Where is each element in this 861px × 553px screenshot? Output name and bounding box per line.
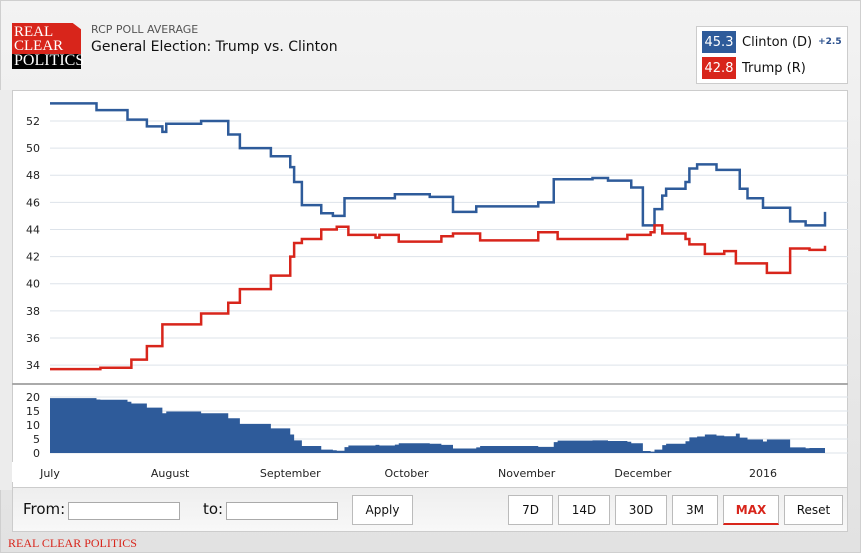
- from-label: From:: [23, 500, 66, 518]
- logo-word: POLITICS: [12, 52, 85, 69]
- spread-y-tick-label: 20: [26, 391, 40, 404]
- clinton-label: Clinton (D): [742, 34, 813, 50]
- to-label: to:: [203, 500, 224, 518]
- y-tick-label: 34: [26, 359, 40, 372]
- spread-y-tick-label: 5: [33, 433, 40, 446]
- legend-item-clinton: 45.3 Clinton (D) +2.5: [702, 31, 842, 53]
- y-tick-label: 48: [26, 169, 40, 182]
- range-max-button[interactable]: MAX: [723, 495, 779, 525]
- x-tick-label: 2016: [749, 467, 777, 480]
- range-controls: From: to: Apply 7D 14D 30D 3M MAX Reset: [12, 488, 848, 532]
- spread-label: +2.5: [818, 37, 842, 47]
- subtitle: RCP POLL AVERAGE: [91, 23, 199, 36]
- logo-word: CLEAR: [14, 38, 64, 54]
- footer-brand: REAL CLEAR POLITICS: [8, 536, 137, 550]
- spread-area: [50, 398, 825, 453]
- rcp-logo: REAL CLEAR POLITICS: [12, 23, 85, 69]
- clinton-value: 45.3: [702, 31, 736, 53]
- spread-y-tick-label: 15: [26, 405, 40, 418]
- trump-value: 42.8: [702, 57, 736, 79]
- spread-y-tick-label: 0: [33, 447, 40, 460]
- legend: 45.3 Clinton (D) +2.5 42.8 Trump (R): [696, 26, 848, 84]
- reset-button[interactable]: Reset: [784, 495, 843, 525]
- series-line-trump: [50, 224, 827, 371]
- logo-word: REAL: [14, 24, 54, 40]
- frame-edge: [0, 90, 12, 490]
- y-tick-label: 40: [26, 278, 40, 291]
- x-tick-label: September: [260, 467, 321, 480]
- chart-title: General Election: Trump vs. Clinton: [91, 39, 338, 55]
- trump-label: Trump (R): [742, 60, 806, 76]
- apply-button[interactable]: Apply: [352, 495, 413, 525]
- x-tick-label: December: [614, 467, 672, 480]
- y-tick-label: 42: [26, 251, 40, 264]
- y-tick-label: 36: [26, 332, 40, 345]
- x-tick-label: August: [151, 467, 190, 480]
- x-tick-label: November: [498, 467, 556, 480]
- range-30d-button[interactable]: 30D: [615, 495, 667, 525]
- range-7d-button[interactable]: 7D: [508, 495, 553, 525]
- y-tick-label: 46: [26, 196, 40, 209]
- from-date-input[interactable]: [68, 502, 180, 520]
- to-date-input[interactable]: [226, 502, 338, 520]
- range-14d-button[interactable]: 14D: [558, 495, 610, 525]
- spread-y-tick-label: 10: [26, 419, 40, 432]
- y-tick-label: 44: [26, 223, 40, 236]
- x-tick-label: July: [39, 467, 60, 480]
- y-tick-label: 52: [26, 115, 40, 128]
- range-3m-button[interactable]: 3M: [672, 495, 718, 525]
- legend-item-trump: 42.8 Trump (R): [702, 57, 806, 79]
- series-line-clinton: [50, 102, 827, 227]
- y-tick-label: 50: [26, 142, 40, 155]
- x-tick-label: October: [384, 467, 428, 480]
- y-tick-label: 38: [26, 305, 40, 318]
